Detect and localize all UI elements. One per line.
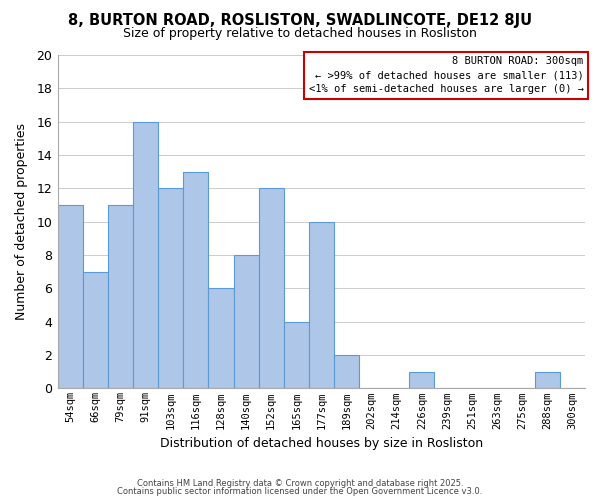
- Text: Size of property relative to detached houses in Rosliston: Size of property relative to detached ho…: [123, 28, 477, 40]
- Text: Contains public sector information licensed under the Open Government Licence v3: Contains public sector information licen…: [118, 487, 482, 496]
- Bar: [108, 205, 133, 388]
- Bar: [309, 222, 334, 388]
- Bar: [58, 205, 83, 388]
- Bar: [259, 188, 284, 388]
- X-axis label: Distribution of detached houses by size in Rosliston: Distribution of detached houses by size …: [160, 437, 483, 450]
- Text: 8, BURTON ROAD, ROSLISTON, SWADLINCOTE, DE12 8JU: 8, BURTON ROAD, ROSLISTON, SWADLINCOTE, …: [68, 12, 532, 28]
- Bar: [208, 288, 233, 388]
- Bar: [535, 372, 560, 388]
- Bar: [334, 355, 359, 388]
- Bar: [183, 172, 208, 388]
- Bar: [284, 322, 309, 388]
- Text: 8 BURTON ROAD: 300sqm
← >99% of detached houses are smaller (113)
<1% of semi-de: 8 BURTON ROAD: 300sqm ← >99% of detached…: [308, 56, 584, 94]
- Bar: [409, 372, 434, 388]
- Bar: [158, 188, 183, 388]
- Bar: [233, 255, 259, 388]
- Bar: [133, 122, 158, 388]
- Bar: [83, 272, 108, 388]
- Y-axis label: Number of detached properties: Number of detached properties: [15, 123, 28, 320]
- Text: Contains HM Land Registry data © Crown copyright and database right 2025.: Contains HM Land Registry data © Crown c…: [137, 478, 463, 488]
